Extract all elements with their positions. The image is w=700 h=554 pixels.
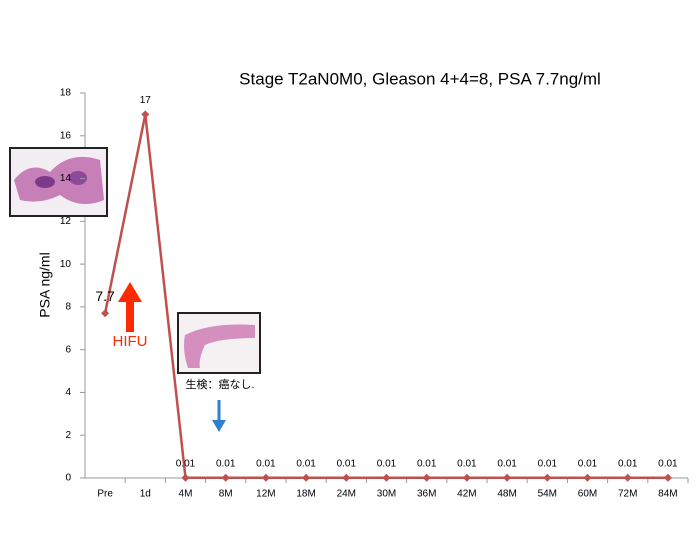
- histology-image: [9, 147, 108, 217]
- data-label: 0.01: [538, 458, 558, 469]
- x-tick-label: 54M: [538, 489, 557, 500]
- data-point: [342, 473, 351, 482]
- x-tick-label: 42M: [457, 489, 476, 500]
- data-point: [503, 473, 512, 482]
- data-label: 17: [140, 95, 152, 106]
- annotation: HIFU: [113, 333, 148, 350]
- data-label: 7.7: [95, 288, 115, 304]
- data-label: 0.01: [256, 458, 276, 469]
- data-point: [583, 473, 592, 482]
- x-tick-label: 72M: [618, 489, 637, 500]
- data-point: [221, 473, 230, 482]
- y-tick-label: 14: [60, 173, 72, 184]
- y-axis-label: PSA ng/ml: [37, 252, 53, 317]
- data-point: [302, 473, 311, 482]
- data-label: 0.01: [296, 458, 316, 469]
- y-tick-label: 0: [65, 473, 71, 484]
- x-tick-label: 8M: [219, 489, 233, 500]
- data-point: [101, 309, 110, 318]
- x-tick-label: Pre: [97, 489, 113, 500]
- data-point: [623, 473, 632, 482]
- data-label: 0.01: [618, 458, 638, 469]
- data-label: 0.01: [337, 458, 357, 469]
- biopsy-arrow: [212, 400, 226, 432]
- y-tick-label: 12: [60, 216, 72, 227]
- data-point: [543, 473, 552, 482]
- data-point: [181, 473, 190, 482]
- y-tick-label: 10: [60, 259, 72, 270]
- data-label: 0.01: [377, 458, 397, 469]
- x-tick-label: 36M: [417, 489, 436, 500]
- y-tick-label: 8: [65, 302, 71, 313]
- data-point: [663, 473, 672, 482]
- x-tick-label: 84M: [658, 489, 677, 500]
- annotation: 生検：癌なし.: [185, 377, 254, 391]
- data-label: 0.01: [216, 458, 236, 469]
- y-tick-label: 4: [65, 387, 71, 398]
- x-tick-label: 60M: [578, 489, 597, 500]
- x-tick-label: 30M: [377, 489, 396, 500]
- data-point: [462, 473, 471, 482]
- data-label: 0.01: [176, 458, 196, 469]
- y-tick-label: 2: [65, 430, 71, 441]
- x-tick-label: 12M: [256, 489, 275, 500]
- data-line: [103, 114, 668, 480]
- data-label: 0.01: [658, 458, 678, 469]
- data-point: [382, 473, 391, 482]
- x-tick-label: 24M: [337, 489, 356, 500]
- data-point: [141, 110, 150, 119]
- chart-title: Stage T2aN0M0, Gleason 4+4=8, PSA 7.7ng/…: [239, 69, 601, 88]
- data-label: 0.01: [417, 458, 437, 469]
- y-tick-label: 16: [60, 130, 72, 141]
- y-tick-label: 6: [65, 344, 71, 355]
- data-point: [422, 473, 431, 482]
- data-point: [261, 473, 270, 482]
- hifu-arrow: [118, 282, 142, 332]
- data-label: 0.01: [497, 458, 517, 469]
- x-tick-label: 4M: [179, 489, 193, 500]
- y-tick-label: 18: [60, 88, 72, 99]
- data-label: 0.01: [457, 458, 477, 469]
- x-tick-label: 18M: [296, 489, 315, 500]
- histology-image: [177, 312, 261, 374]
- x-tick-label: 1d: [140, 489, 151, 500]
- x-tick-label: 48M: [497, 489, 516, 500]
- data-label: 0.01: [578, 458, 598, 469]
